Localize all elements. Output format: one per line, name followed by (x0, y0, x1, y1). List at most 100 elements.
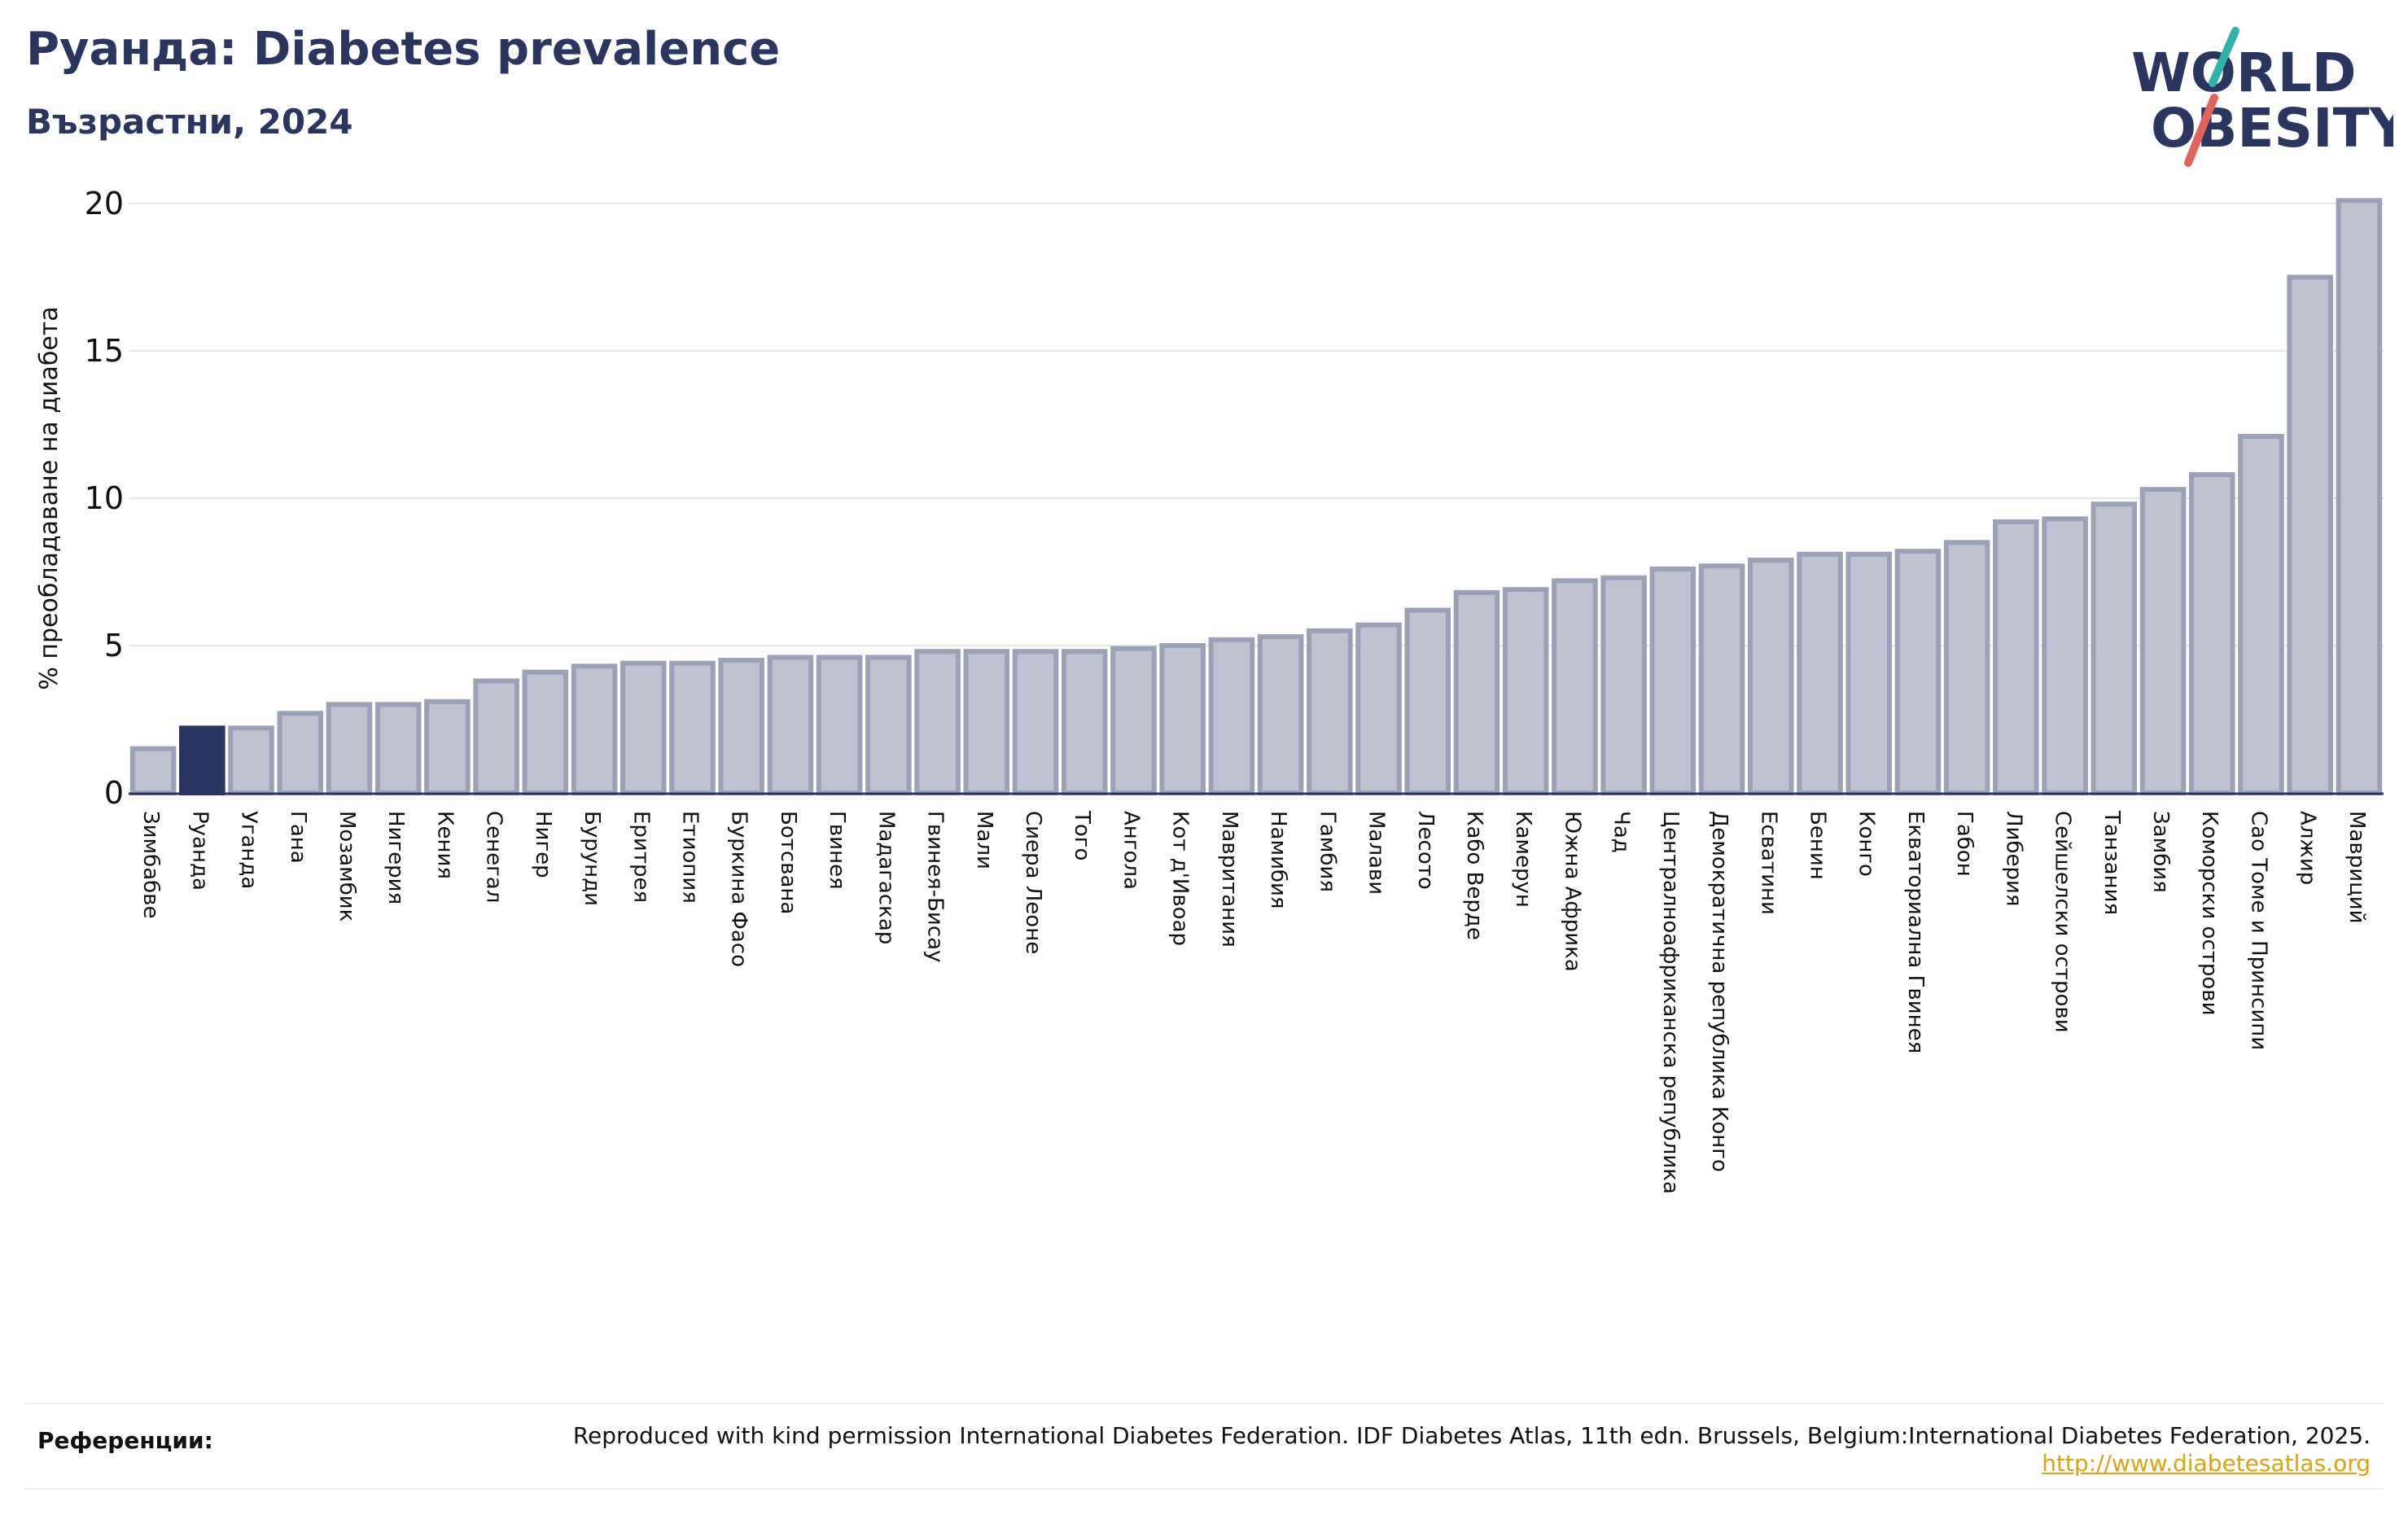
bar (1845, 551, 1893, 796)
bar (1061, 649, 1108, 795)
bar (277, 711, 324, 796)
bar (1208, 637, 1255, 796)
x-tick-label: Южна Африка (1560, 811, 1584, 972)
x-tick-label: Коморски острови (2197, 811, 2222, 1016)
x-tick-label: Екваториална Гвинея (1903, 811, 1928, 1053)
chart-subtitle: Възрастни, 2024 (26, 102, 353, 142)
bar (718, 658, 765, 795)
x-tick-label: Чад (1609, 811, 1634, 853)
x-tick-label: Лесото (1413, 811, 1438, 890)
bar (1894, 549, 1942, 795)
x-tick-label: Сао Томе и Принсипи (2246, 811, 2270, 1050)
x-tick-label: Сиера Леоне (1021, 811, 1045, 954)
x-tick-label: Мадагаскар (873, 811, 898, 944)
bar (2336, 198, 2383, 795)
bar (669, 660, 716, 795)
x-tick-label: Кабо Верде (1462, 811, 1486, 940)
bar (326, 702, 373, 796)
bar (2238, 433, 2284, 795)
bar (374, 702, 422, 796)
bar (1404, 607, 1451, 795)
bar (2287, 274, 2333, 795)
bar (1552, 578, 1598, 795)
bar (816, 655, 863, 795)
x-tick-label: Етиопия (678, 811, 703, 904)
bar (1159, 643, 1206, 795)
x-tick-label: Того (1070, 810, 1094, 860)
y-tick-label: 10 (85, 480, 124, 516)
bar (129, 746, 177, 796)
bar (228, 725, 274, 795)
x-tick-label: Руанда (187, 811, 212, 891)
bar (1257, 634, 1304, 796)
x-tick-label: Кения (432, 811, 457, 879)
y-tick-labels: 0 5 10 15 20 (85, 186, 124, 811)
x-tick-label: Конго (1854, 811, 1879, 877)
y-tick-label: 15 (85, 333, 124, 369)
logo-slash-teal (2209, 27, 2239, 87)
bar (179, 725, 225, 795)
bar (767, 655, 814, 795)
bar (1943, 540, 1990, 795)
x-tick-label: Централноафриканска република (1658, 811, 1683, 1194)
bar (473, 678, 519, 795)
x-tick-label: Ботсвана (776, 811, 800, 914)
bar (571, 663, 618, 796)
y-tick-label: 5 (104, 628, 124, 663)
bar (2188, 472, 2235, 795)
x-tick-label: Есватини (1756, 811, 1780, 915)
bar (1698, 563, 1745, 795)
bar (1307, 628, 1353, 796)
bar (1110, 646, 1157, 795)
bar (424, 698, 471, 796)
x-tick-label: Буркина Фасо (727, 811, 751, 967)
references-text-block: Reproduced with kind permission Internat… (498, 1422, 2371, 1478)
chart-title: Руанда: Diabetes prevalence (26, 23, 781, 76)
bar (1747, 558, 1794, 796)
bar (1993, 519, 2039, 796)
y-tick-label: 0 (104, 775, 124, 811)
bars (129, 198, 2383, 796)
x-tick-label: Кот д'Ивоар (1168, 811, 1193, 946)
x-tick-label: Танзания (2099, 810, 2124, 915)
x-tick-label: Мавриций (2345, 811, 2369, 924)
bar (620, 660, 667, 795)
bar (2042, 516, 2088, 796)
x-tick-label: Гамбия (1315, 811, 1339, 892)
references-label: Референции: (37, 1427, 213, 1454)
x-tick-label: Бенин (1806, 811, 1830, 880)
bar (1797, 551, 1843, 796)
bar (522, 669, 569, 796)
x-tick-label: Еритрея (628, 811, 653, 903)
x-tick-label: Ангола (1119, 811, 1143, 890)
x-tick-label: Зимбабве (138, 811, 163, 919)
references-link[interactable]: http://www.diabetesatlas.org (2042, 1450, 2371, 1477)
x-tick-label: Сейшелски острови (2051, 811, 2075, 1033)
x-tick-label: Гвинея (825, 811, 849, 890)
x-tick-label: Демократична република Конго (1707, 811, 1732, 1172)
x-tick-label: Бурунди (580, 811, 604, 906)
bar (1012, 649, 1059, 795)
x-tick-label: Мозамбик (335, 811, 359, 922)
x-tick-label: Малави (1364, 811, 1389, 895)
x-tick-label: Алжир (2296, 811, 2320, 885)
x-tick-label: Габон (1952, 811, 1977, 877)
bar (2091, 501, 2138, 795)
x-tick-label: Нигерия (383, 811, 408, 904)
x-tick-label: Либерия (2001, 811, 2025, 907)
x-tick-label: Гана (286, 811, 310, 864)
y-axis-label: % преобладаване на диабета (35, 306, 63, 690)
x-tick-label: Намибия (1266, 811, 1290, 909)
logo-line-1: WORLD (2131, 42, 2357, 104)
x-tick-label: Гвинея-Бисау (923, 811, 948, 962)
references-text: Reproduced with kind permission Internat… (572, 1422, 2371, 1449)
bar (865, 655, 912, 795)
bar (2139, 487, 2187, 795)
y-tick-label: 20 (85, 186, 124, 221)
x-tick-label: Уганда (237, 811, 261, 889)
bar (1453, 589, 1500, 796)
references-section: Референции: Reproduced with kind permiss… (24, 1403, 2384, 1490)
x-tick-label: Замбия (2148, 811, 2173, 893)
bar (1355, 622, 1402, 795)
x-tick-labels: Зимбабве Руанда Уганда Гана Мозамбик Нигерия К… (138, 810, 2369, 1194)
